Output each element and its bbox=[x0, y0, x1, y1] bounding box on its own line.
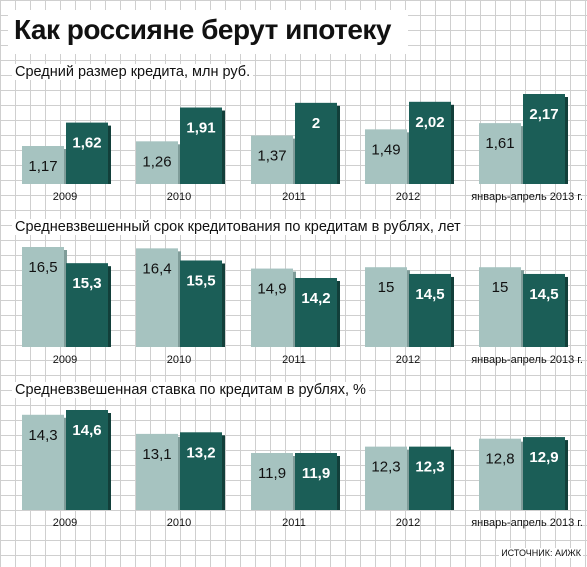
data-label: 12,3 bbox=[371, 459, 400, 476]
category-label: январь-апрель 2013 г. bbox=[471, 191, 583, 203]
category-label: 2009 bbox=[53, 354, 77, 366]
data-label: 1,37 bbox=[257, 148, 286, 165]
data-label: 1,49 bbox=[371, 141, 400, 158]
data-label: 12,9 bbox=[529, 449, 558, 466]
bar-2009-light bbox=[22, 247, 64, 347]
category-label: 2009 bbox=[53, 517, 77, 529]
category-label: 2010 bbox=[167, 517, 191, 529]
data-label: 1,61 bbox=[485, 135, 514, 152]
data-label: 1,62 bbox=[72, 135, 101, 152]
data-label: 1,17 bbox=[28, 158, 57, 175]
data-label: 11,9 bbox=[302, 465, 330, 482]
bar-2011-light bbox=[251, 453, 293, 510]
data-label: 14,5 bbox=[415, 286, 444, 303]
category-label: 2012 bbox=[396, 191, 420, 203]
data-label: 15,3 bbox=[72, 275, 101, 292]
bar-2010-light bbox=[136, 248, 178, 347]
bar-2012-light bbox=[365, 267, 407, 347]
data-label: 12,3 bbox=[415, 459, 444, 476]
data-label: 12,8 bbox=[485, 451, 514, 468]
bar-2012-dark bbox=[409, 101, 451, 184]
data-label: 16,4 bbox=[142, 260, 171, 277]
data-label: 14,3 bbox=[28, 427, 57, 444]
data-label: 1,26 bbox=[142, 153, 171, 170]
bar-2009-dark bbox=[66, 410, 108, 510]
data-label: 2 bbox=[312, 115, 320, 132]
chart-loan-term: 16,5 15,3 2009 16,4 15,5 2010 14,9 14,2 2011 15 14… bbox=[22, 247, 583, 366]
bar-январь-апрель-2013-г.-dark bbox=[523, 273, 565, 347]
category-label: январь-апрель 2013 г. bbox=[471, 354, 583, 366]
bar-2010-dark bbox=[180, 107, 222, 184]
data-label: 14,5 bbox=[529, 286, 558, 303]
bar-2009-light bbox=[22, 414, 64, 510]
bar-2012-light bbox=[365, 129, 407, 184]
bar-январь-апрель-2013-г.-dark bbox=[523, 94, 565, 184]
bar-2009-dark bbox=[66, 263, 108, 347]
chart-loan-rate: 14,3 14,6 2009 13,1 13,2 2010 11,9 11,9 2011 12,3… bbox=[22, 410, 583, 529]
data-label: 15,5 bbox=[186, 272, 215, 289]
bar-2010-dark bbox=[180, 432, 222, 510]
data-label: 2,17 bbox=[529, 106, 558, 123]
data-label: 14,6 bbox=[72, 422, 101, 439]
category-label: 2012 bbox=[396, 517, 420, 529]
bar-2012-dark bbox=[409, 273, 451, 347]
data-label: 1,91 bbox=[186, 120, 215, 137]
category-label: январь-апрель 2013 г. bbox=[471, 517, 583, 529]
bar-январь-апрель-2013-г.-light bbox=[479, 267, 521, 347]
chart-title-loan-term: Средневзвешенный срок кредитования по кр… bbox=[12, 219, 464, 235]
chart-title-loan-size: Средний размер кредита, млн руб. bbox=[12, 64, 254, 80]
category-label: 2011 bbox=[282, 191, 306, 203]
category-label: 2009 bbox=[53, 191, 77, 203]
bar-январь-апрель-2013-г.-light bbox=[479, 123, 521, 184]
bar-2009-light bbox=[22, 146, 64, 184]
bar-2010-light bbox=[136, 433, 178, 510]
title-panel bbox=[8, 10, 408, 54]
data-label: 2,02 bbox=[415, 114, 444, 131]
bar-2009-dark bbox=[66, 122, 108, 184]
data-label: 15 bbox=[492, 279, 509, 296]
chart-loan-size: 1,17 1,62 2009 1,26 1,91 2010 1,37 2 2011 1,49 2,0… bbox=[22, 94, 583, 203]
data-label: 14,9 bbox=[257, 281, 286, 298]
data-label: 13,1 bbox=[142, 446, 171, 463]
category-label: 2010 bbox=[167, 191, 191, 203]
infographic-title: Как россияне берут ипотеку bbox=[14, 14, 392, 45]
category-label: 2011 bbox=[282, 354, 306, 366]
category-label: 2010 bbox=[167, 354, 191, 366]
data-label: 14,2 bbox=[301, 290, 330, 307]
category-label: 2012 bbox=[396, 354, 420, 366]
bar-2011-dark bbox=[295, 102, 337, 184]
bar-2011-dark bbox=[295, 453, 337, 510]
data-label: 15 bbox=[378, 279, 395, 296]
bar-2011-dark bbox=[295, 278, 337, 347]
bar-2012-dark bbox=[409, 446, 451, 510]
source-note: ИСТОЧНИК: АИЖК bbox=[499, 548, 583, 558]
bar-2011-light bbox=[251, 268, 293, 347]
bar-2011-light bbox=[251, 135, 293, 184]
data-label: 13,2 bbox=[186, 444, 215, 461]
bar-2010-dark bbox=[180, 260, 222, 347]
bar-январь-апрель-2013-г.-dark bbox=[523, 437, 565, 510]
bar-январь-апрель-2013-г.-light bbox=[479, 438, 521, 510]
data-label: 16,5 bbox=[28, 259, 57, 276]
bar-2010-light bbox=[136, 141, 178, 184]
chart-title-loan-rate: Средневзвешенная ставка по кредитам в ру… bbox=[12, 382, 369, 398]
category-label: 2011 bbox=[282, 517, 306, 529]
data-label: 11,9 bbox=[258, 465, 286, 482]
bar-2012-light bbox=[365, 446, 407, 510]
